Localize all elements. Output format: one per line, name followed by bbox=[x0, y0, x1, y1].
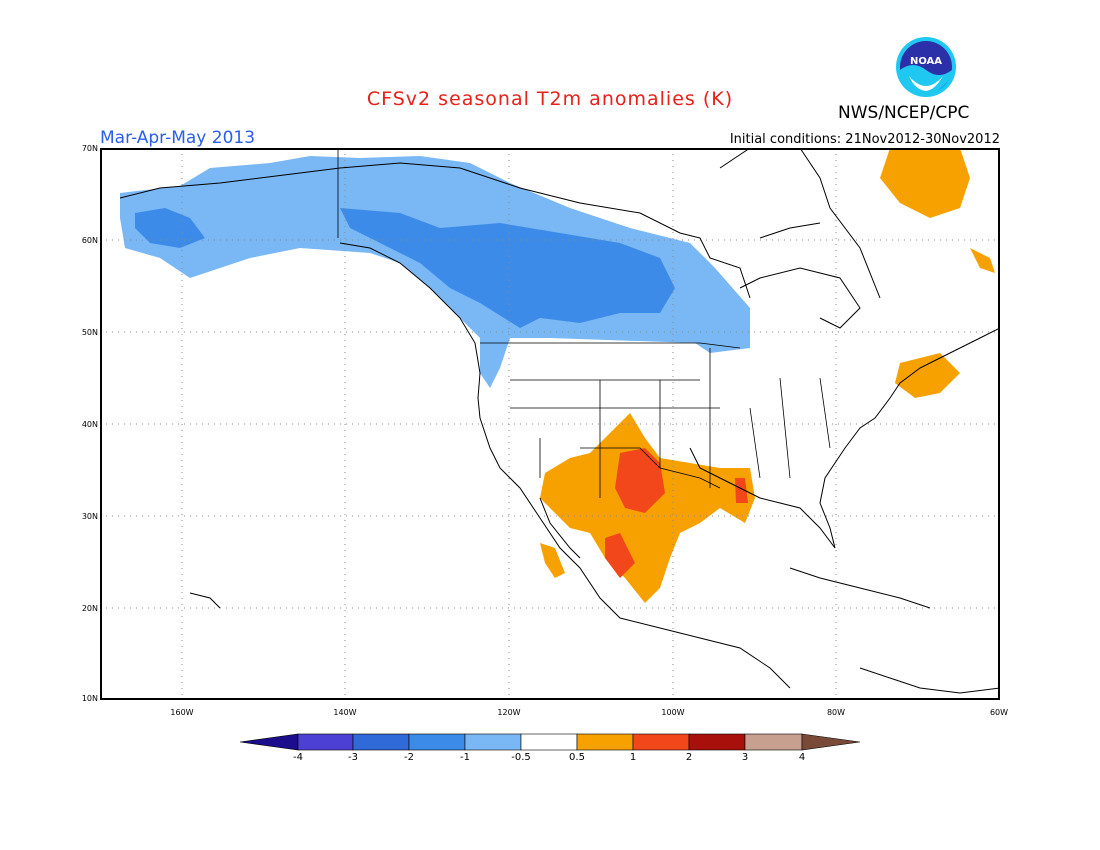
warm-anomaly-strong-region bbox=[605, 448, 748, 578]
graticule bbox=[100, 148, 1000, 700]
colorbar-label: 4 bbox=[798, 752, 806, 763]
anomaly-map bbox=[100, 148, 1000, 700]
colorbar-label: 2 bbox=[685, 752, 693, 763]
political-borders bbox=[337, 148, 831, 498]
colorbar-segment bbox=[464, 733, 522, 751]
colorbar-label: -4 bbox=[293, 752, 303, 763]
noaa-logo: NOAA bbox=[896, 37, 956, 97]
lon-label: 60W bbox=[989, 708, 1009, 717]
colorbar-label: -2 bbox=[404, 752, 414, 763]
colorbar-segment bbox=[408, 733, 466, 751]
lat-label: 40N bbox=[81, 420, 98, 429]
lat-label: 60N bbox=[81, 236, 98, 245]
colorbar-segment bbox=[632, 733, 690, 751]
lat-label: 50N bbox=[81, 328, 98, 337]
initial-conditions-label: Initial conditions: 21Nov2012-30Nov2012 bbox=[729, 132, 1000, 147]
coastlines bbox=[119, 148, 1000, 694]
lon-label: 100W bbox=[661, 708, 685, 717]
colorbar-segment bbox=[352, 733, 410, 751]
lon-label: 160W bbox=[170, 708, 194, 717]
map-frame bbox=[100, 148, 1000, 700]
colorbar-segment bbox=[576, 733, 634, 751]
colorbar-label: -3 bbox=[348, 752, 358, 763]
cold-anomaly-strong-region bbox=[135, 208, 675, 328]
lat-label: 10N bbox=[81, 694, 98, 703]
colorbar-label: 1 bbox=[629, 752, 637, 763]
lon-label: 120W bbox=[497, 708, 521, 717]
colorbar-segment bbox=[744, 733, 803, 751]
lon-label: 140W bbox=[333, 708, 357, 717]
colorbar bbox=[240, 733, 861, 751]
season-label: Mar-Apr-May 2013 bbox=[100, 128, 256, 148]
colorbar-label: -0.5 bbox=[511, 752, 531, 763]
colorbar-segment bbox=[297, 733, 354, 751]
colorbar-label: -1 bbox=[460, 752, 470, 763]
agency-label: NWS/NCEP/CPC bbox=[838, 103, 970, 123]
lat-label: 20N bbox=[81, 604, 98, 613]
lat-label: 70N bbox=[81, 144, 98, 153]
colorbar-label: 3 bbox=[741, 752, 749, 763]
logo-text: NOAA bbox=[910, 56, 942, 67]
colorbar-segment bbox=[520, 733, 578, 751]
colorbar-segment bbox=[801, 733, 861, 751]
colorbar-segment bbox=[240, 733, 299, 751]
colorbar-segment bbox=[688, 733, 746, 751]
lat-label: 30N bbox=[81, 512, 98, 521]
lon-label: 80W bbox=[826, 708, 846, 717]
map-title: CFSv2 seasonal T2m anomalies (K) bbox=[366, 88, 734, 110]
colorbar-label: 0.5 bbox=[569, 752, 585, 763]
